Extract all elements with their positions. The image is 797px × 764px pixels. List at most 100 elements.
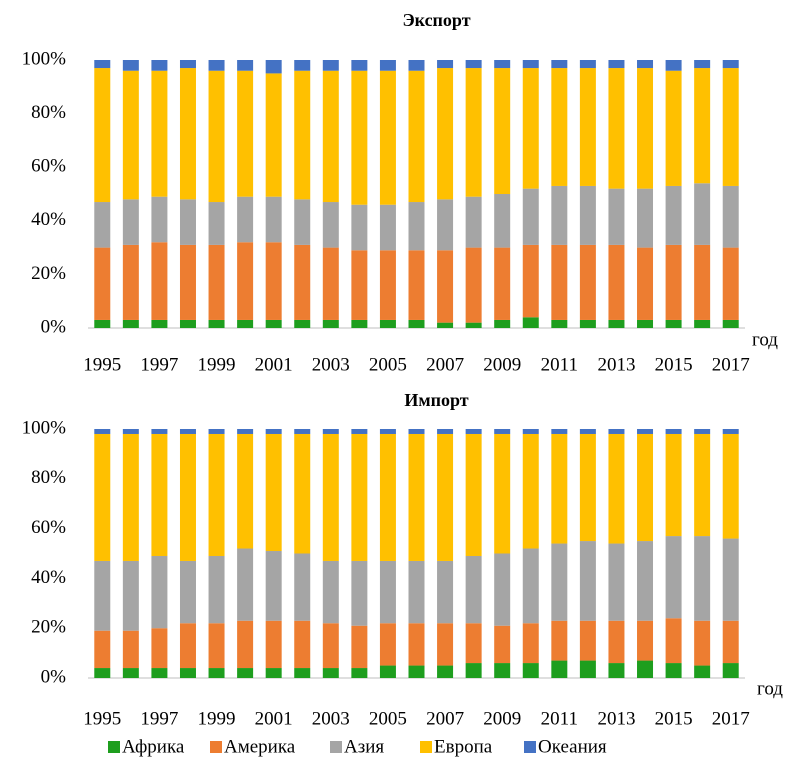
bar-segment (94, 60, 111, 69)
bar-segment (408, 429, 425, 434)
bar-segment (237, 70, 254, 197)
y-tick-label: 80% (31, 102, 66, 123)
bar-segment (665, 319, 682, 328)
bar-segment (437, 623, 454, 666)
bar-segment (237, 620, 254, 669)
bar-segment (694, 244, 711, 320)
x-tick-label: 2011 (541, 708, 578, 729)
bar-segment (379, 665, 396, 678)
bar-segment (237, 196, 254, 243)
bar-segment (637, 541, 654, 621)
bar-segment (608, 433, 625, 544)
bar-segment (351, 70, 368, 205)
bar-segment (465, 247, 482, 323)
bar-segment (408, 319, 425, 328)
bar-segment (694, 536, 711, 621)
bar-segment (237, 60, 254, 71)
x-tick-label: 2015 (655, 354, 693, 375)
y-tick-label: 60% (31, 156, 66, 177)
bar-segment (265, 433, 282, 552)
x-tick-label: 2001 (255, 354, 293, 375)
bar-segment (665, 663, 682, 678)
bar-segment (379, 433, 396, 561)
bar-segment (94, 68, 111, 203)
bar-segment (94, 630, 111, 669)
bar-segment (722, 185, 739, 248)
bar-segment (179, 199, 196, 245)
bar-segment (151, 433, 168, 556)
bar-segment (637, 68, 654, 189)
bar-segment (94, 429, 111, 434)
y-tick-label: 0% (41, 666, 67, 687)
bar-segment (237, 548, 254, 621)
bar-segment (694, 429, 711, 434)
bar-segment (694, 60, 711, 69)
bar-segment (379, 204, 396, 251)
bar-segment (579, 68, 596, 186)
bar-segment (722, 433, 739, 539)
bar-segment (122, 668, 139, 678)
bar-segment (637, 247, 654, 320)
bar-segment (265, 429, 282, 434)
bar-segment (122, 560, 139, 631)
x-tick-label: 2017 (712, 354, 750, 375)
bar-segment (322, 560, 339, 624)
bar-segment (522, 433, 539, 549)
bar-segment (465, 60, 482, 69)
bar-segment (151, 555, 168, 629)
bar-segment (322, 429, 339, 434)
x-tick-label: 1995 (83, 354, 121, 375)
bar-segment (465, 322, 482, 328)
bar-segment (722, 60, 739, 69)
bar-segment (494, 319, 511, 328)
bar-segment (665, 244, 682, 320)
bar-segment (522, 663, 539, 678)
bar-segment (694, 319, 711, 328)
bar-segment (579, 429, 596, 434)
bar-segment (494, 247, 511, 320)
bar-segment (637, 60, 654, 69)
bar-segment (265, 242, 282, 320)
x-tick-label: 2009 (483, 708, 521, 729)
bar-segment (522, 60, 539, 69)
bar-segment (351, 319, 368, 328)
bar-segment (208, 70, 225, 203)
bar-segment (437, 560, 454, 624)
bar-segment (265, 551, 282, 621)
bar-segment (379, 319, 396, 328)
bar-segment (179, 668, 196, 678)
legend-label: Африка (122, 736, 185, 757)
y-tick-label: 100% (22, 48, 67, 69)
bar-segment (265, 620, 282, 669)
bar-segment (151, 60, 168, 71)
bar-segment (151, 70, 168, 197)
x-tick-label: 2001 (255, 708, 293, 729)
bar-segment (294, 553, 311, 621)
bar-segment (437, 250, 454, 323)
bar-segment (608, 188, 625, 245)
bar-segment (722, 319, 739, 328)
bar-segment (579, 319, 596, 328)
bar-segment (379, 250, 396, 320)
bar-segment (351, 433, 368, 561)
bar-segment (437, 60, 454, 69)
bar-segment (351, 204, 368, 251)
bar-segment (665, 536, 682, 619)
bar-segment (379, 623, 396, 666)
bar-segment (322, 319, 339, 328)
bar-segment (408, 433, 425, 561)
bar-segment (408, 623, 425, 666)
bar-segment (694, 433, 711, 537)
bar-segment (465, 196, 482, 248)
bar-segment (551, 60, 568, 69)
x-tick-label: 2005 (369, 354, 407, 375)
y-tick-label: 40% (31, 567, 66, 588)
bar-segment (437, 322, 454, 328)
bar-segment (179, 433, 196, 561)
bar-segment (151, 668, 168, 678)
bar-segment (94, 202, 111, 248)
bar-segment (637, 188, 654, 248)
bar-segment (294, 199, 311, 245)
bar-segment (294, 668, 311, 678)
